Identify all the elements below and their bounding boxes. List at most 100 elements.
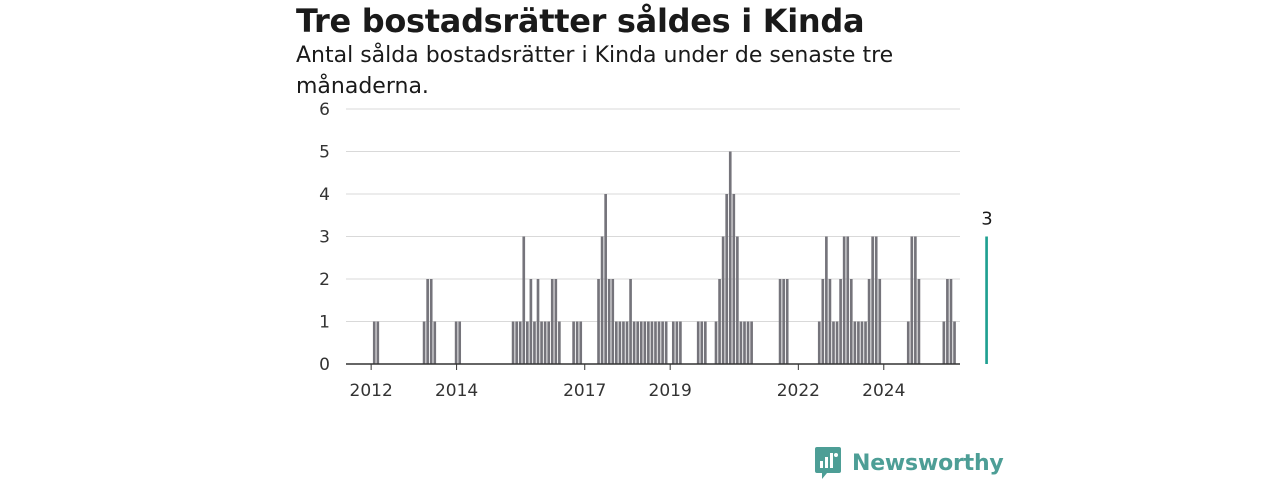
bar	[543, 321, 547, 364]
newsworthy-logo-icon	[815, 447, 841, 479]
bar	[949, 279, 953, 364]
bar	[704, 321, 707, 364]
bar	[785, 279, 789, 364]
x-axis-ticks: 2012 2014 2017 2019 2022 2024	[350, 364, 905, 401]
bar	[746, 321, 750, 364]
bar	[817, 321, 821, 364]
bar	[725, 194, 729, 364]
bar	[821, 279, 825, 364]
bar	[376, 321, 380, 364]
bar	[429, 279, 433, 364]
bar	[622, 321, 625, 364]
bar	[636, 321, 640, 364]
bar	[547, 321, 551, 364]
bar	[910, 236, 914, 364]
bar	[511, 321, 515, 364]
bar	[782, 279, 785, 364]
x-tick-label: 2022	[777, 381, 820, 401]
y-tick-label: 6	[319, 100, 330, 120]
bar	[550, 279, 554, 364]
x-tick-label: 2019	[649, 381, 692, 401]
bar	[857, 321, 860, 364]
y-tick-label: 3	[319, 228, 330, 248]
bar	[728, 151, 732, 364]
bar	[828, 279, 832, 364]
bar	[422, 321, 426, 364]
bar	[515, 321, 518, 364]
bar	[718, 279, 721, 364]
bar	[700, 321, 704, 364]
bar	[647, 321, 650, 364]
bar	[874, 236, 878, 364]
y-tick-label: 0	[319, 355, 330, 375]
bar	[739, 321, 743, 364]
y-axis-ticks: 0 1 2 3 4 5 6	[319, 100, 330, 375]
bar	[906, 321, 910, 364]
bar	[853, 321, 857, 364]
bar	[433, 321, 437, 364]
bar	[518, 321, 522, 364]
bar	[654, 321, 657, 364]
last-value-label: 3	[981, 209, 992, 230]
bar	[554, 279, 558, 364]
bar	[454, 321, 458, 364]
bar	[849, 279, 853, 364]
bar	[615, 321, 618, 364]
bar	[643, 321, 647, 364]
bar	[942, 321, 946, 364]
bar	[917, 279, 921, 364]
bar	[372, 321, 376, 364]
bar	[650, 321, 654, 364]
chart-title: Tre bostadsrätter såldes i Kinda	[296, 2, 865, 40]
bar	[878, 279, 882, 364]
bar-highlight	[985, 236, 988, 364]
bar	[750, 321, 753, 364]
bar	[864, 321, 867, 364]
x-tick-label: 2014	[435, 381, 478, 401]
bar	[860, 321, 864, 364]
bar	[611, 279, 615, 364]
bar	[871, 236, 874, 364]
bar	[721, 236, 725, 364]
bar	[714, 321, 718, 364]
y-tick-label: 1	[319, 313, 330, 333]
bar	[671, 321, 675, 364]
bar	[618, 321, 622, 364]
bar	[679, 321, 682, 364]
bar	[639, 321, 643, 364]
y-tick-label: 2	[319, 270, 330, 290]
bar	[604, 194, 607, 364]
x-tick-label: 2012	[350, 381, 393, 401]
bar	[600, 236, 604, 364]
bar	[842, 236, 846, 364]
bar	[522, 236, 526, 364]
bar	[839, 279, 842, 364]
bar	[778, 279, 782, 364]
newsworthy-brand: Newsworthy	[814, 446, 1004, 480]
bar	[664, 321, 668, 364]
bar	[835, 321, 839, 364]
bar	[607, 279, 611, 364]
bar	[540, 321, 543, 364]
bar	[696, 321, 700, 364]
bar	[625, 321, 629, 364]
bar	[426, 279, 429, 364]
bar	[579, 321, 583, 364]
x-tick-label: 2017	[563, 381, 606, 401]
bar	[529, 279, 533, 364]
bar	[743, 321, 746, 364]
bar	[675, 321, 679, 364]
bar	[661, 321, 664, 364]
y-tick-label: 4	[319, 185, 330, 205]
bar	[533, 321, 536, 364]
bar	[946, 279, 949, 364]
bar	[575, 321, 579, 364]
brand-name: Newsworthy	[852, 450, 1004, 476]
bar	[832, 321, 835, 364]
bar	[846, 236, 850, 364]
bar	[572, 321, 575, 364]
chart-subtitle: Antal sålda bostadsrätter i Kinda under …	[296, 43, 894, 99]
bar	[914, 236, 917, 364]
x-tick-label: 2024	[862, 381, 905, 401]
